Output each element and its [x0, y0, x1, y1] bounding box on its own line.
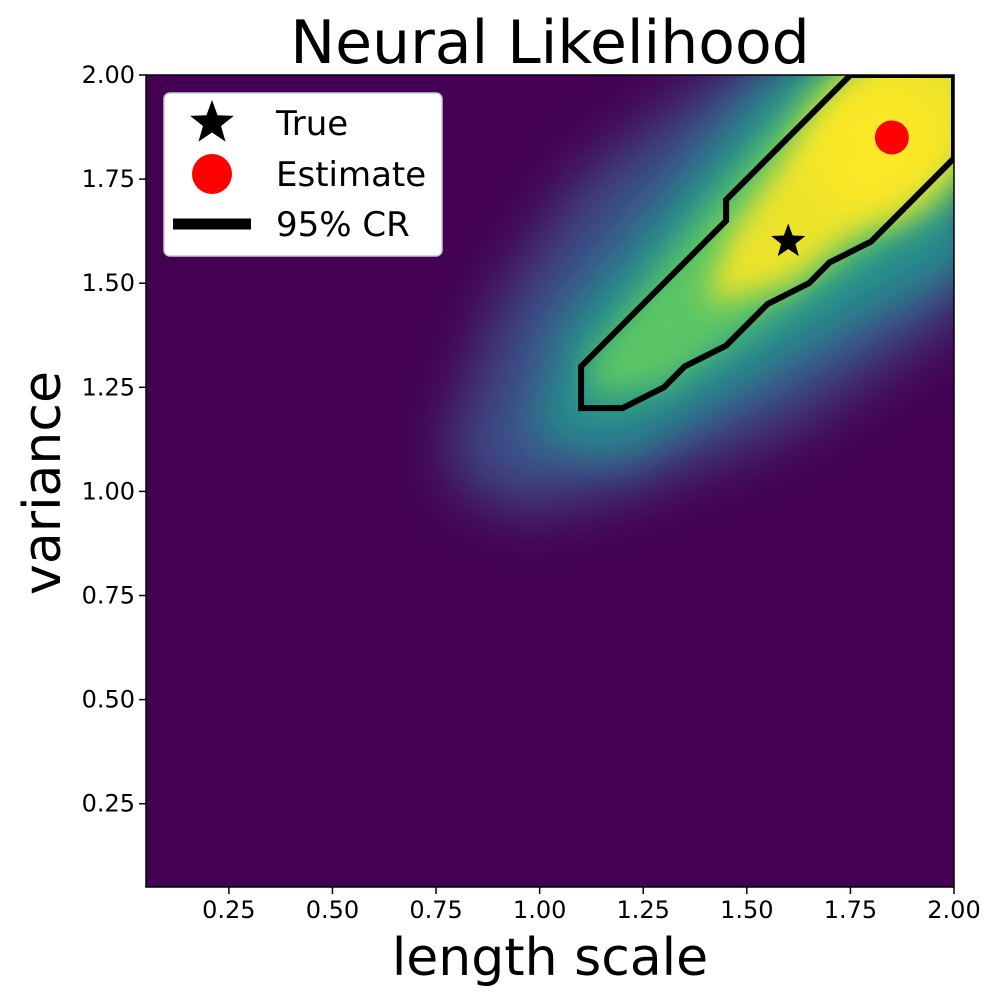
x-tick-label: 0.50 [306, 896, 359, 924]
x-tick-label: 1.50 [720, 896, 773, 924]
plot-frame [145, 74, 955, 888]
x-tick-label: 1.25 [617, 896, 670, 924]
true-value-star-marker [771, 223, 806, 257]
y-tick-label: 0.50 [82, 686, 135, 714]
x-tick-label: 2.00 [927, 896, 980, 924]
heat-layer-peak [809, 79, 950, 220]
likelihood-heatmap [448, 75, 954, 513]
legend-label-95-cr: 95% CR [276, 205, 410, 245]
y-tick-label: 2.00 [82, 61, 135, 89]
y-tick-label: 0.75 [82, 582, 135, 610]
x-axis: 0.25 0.50 0.75 1.00 1.25 1.50 1.75 2.00 [202, 887, 981, 924]
estimate-circle-marker [874, 120, 909, 155]
legend: True Estimate 95% CR [163, 92, 443, 257]
y-tick-label: 1.25 [82, 373, 135, 401]
x-tick-label: 1.00 [513, 896, 566, 924]
plot-area [145, 74, 955, 888]
x-axis-label: length scale [392, 928, 708, 988]
y-tick-label: 0.25 [82, 790, 135, 818]
y-tick-label: 1.75 [82, 165, 135, 193]
y-axis: 0.25 0.50 0.75 1.00 1.25 1.50 1.75 2.00 [82, 61, 146, 818]
y-tick-label: 1.50 [82, 269, 135, 297]
legend-circle-icon [192, 154, 232, 194]
x-tick-label: 0.75 [409, 896, 462, 924]
confidence-region-contour [578, 75, 954, 412]
x-tick-label: 1.75 [824, 896, 877, 924]
legend-label-estimate: Estimate [276, 155, 426, 195]
y-axis-label: variance [13, 371, 73, 595]
chart-title: Neural Likelihood [290, 8, 810, 78]
legend-box [163, 92, 443, 257]
y-tick-label: 1.00 [82, 477, 135, 505]
legend-star-icon [190, 100, 234, 142]
legend-label-true: True [275, 104, 348, 144]
x-tick-label: 0.25 [202, 896, 255, 924]
